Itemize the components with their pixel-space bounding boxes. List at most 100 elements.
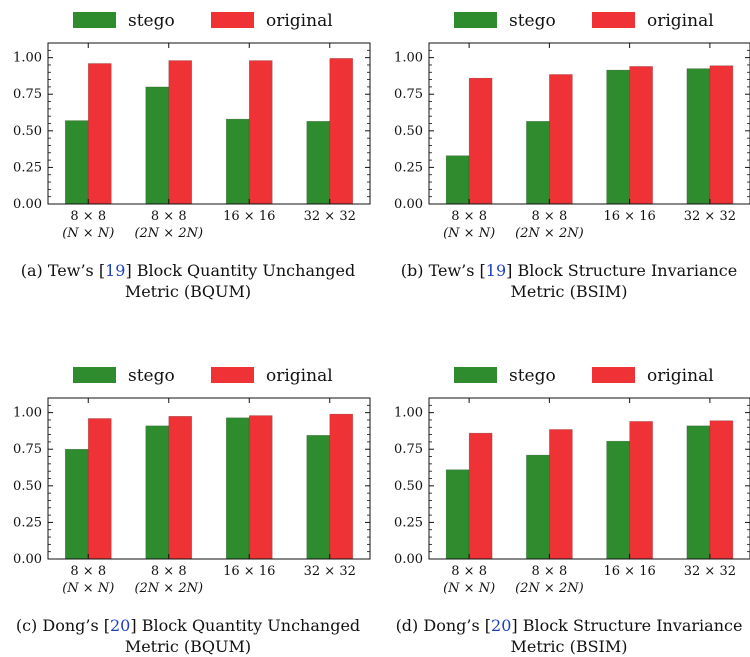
- x-tick-label: 16 × 16: [604, 209, 656, 224]
- y-tick-label: 1.00: [394, 51, 423, 66]
- bar-original-1: [549, 74, 573, 205]
- x-tick-label: 8 × 8: [532, 209, 568, 224]
- y-tick-label: 0.00: [13, 197, 42, 212]
- bar-stego-1: [526, 454, 550, 560]
- legend-label-stego: stego: [128, 11, 175, 31]
- legend-swatch-original: [211, 367, 254, 383]
- x-tick-label: 8 × 8: [451, 209, 487, 224]
- y-tick-label: 0.25: [13, 160, 42, 175]
- x-tick-label: 32 × 32: [304, 209, 356, 224]
- x-tick-label: 8 × 8: [70, 564, 106, 579]
- legend-label-original: original: [266, 366, 333, 386]
- bar-stego-3: [306, 121, 331, 205]
- x-tick-label: 16 × 16: [223, 209, 275, 224]
- x-tick-label: 8 × 8: [532, 564, 568, 579]
- bar-stego-0: [445, 469, 470, 560]
- bar-original-2: [629, 421, 653, 560]
- y-tick-label: 0.50: [394, 479, 423, 494]
- bar-stego-1: [145, 86, 170, 205]
- bar-original-3: [709, 65, 734, 205]
- chart-panel-b: stego original 0.00 0.25 0.50 0.75 1.00 8 × 8 (N…: [394, 11, 750, 301]
- y-tick-label: 0.75: [394, 442, 423, 457]
- bar-stego-3: [686, 68, 711, 205]
- caption-prefix: (b) Tew’s [: [401, 261, 486, 280]
- x-tick-label-sub: (N × N): [62, 226, 114, 241]
- y-tick-label: 0.00: [394, 197, 423, 212]
- caption-prefix: (d) Dong’s [: [396, 616, 491, 635]
- legend-label-stego: stego: [509, 11, 556, 31]
- y-tick-label: 0.75: [13, 87, 42, 102]
- x-tick-label-sub: (2N × 2N): [515, 581, 584, 596]
- caption-line2: Metric (BQUM): [125, 282, 251, 301]
- bar-original-2: [248, 60, 273, 205]
- x-tick-label-sub: (2N × 2N): [134, 226, 203, 241]
- caption-line2: Metric (BSIM): [511, 282, 628, 301]
- x-tick-label-sub: (N × N): [443, 581, 495, 596]
- bar-stego-2: [606, 69, 630, 205]
- citation-link[interactable]: 19: [486, 261, 506, 280]
- bar-original-3: [329, 413, 354, 560]
- legend-swatch-original: [211, 12, 254, 28]
- legend-label-stego: stego: [509, 366, 556, 386]
- y-tick-label: 0.50: [13, 124, 42, 139]
- y-tick-label: 0.25: [394, 515, 423, 530]
- chart-panel-d: stego original 0.00 0.25 0.50 0.75 1.00 8 × 8 (N…: [394, 366, 750, 656]
- x-tick-label-sub: (N × N): [62, 581, 114, 596]
- chart-panel-c: stego original 0.00 0.25 0.50 0.75 1.00 8 × 8 (N…: [13, 366, 371, 656]
- y-tick-label: 0.50: [13, 479, 42, 494]
- x-tick-label: 8 × 8: [451, 564, 487, 579]
- x-tick-label: 32 × 32: [304, 564, 356, 579]
- legend-swatch-original: [592, 12, 635, 28]
- x-tick-label: 8 × 8: [151, 564, 187, 579]
- bar-original-3: [329, 58, 354, 205]
- caption-prefix: (c) Dong’s [: [16, 616, 110, 635]
- y-tick-label: 0.25: [13, 515, 42, 530]
- y-tick-label: 1.00: [13, 406, 42, 421]
- legend-swatch-stego: [454, 367, 497, 383]
- bar-stego-1: [526, 121, 550, 205]
- caption-line1: (d) Dong’s [20] Block Structure Invarian…: [396, 616, 743, 635]
- bar-stego-0: [64, 448, 89, 560]
- x-tick-label: 32 × 32: [684, 564, 736, 579]
- bar-original-0: [468, 77, 493, 205]
- y-tick-label: 0.00: [394, 552, 423, 567]
- legend-swatch-stego: [73, 367, 116, 383]
- caption-suffix: ] Block Structure Invariance: [506, 261, 737, 280]
- caption-suffix: ] Block Quantity Unchanged: [130, 616, 360, 635]
- y-tick-label: 0.75: [394, 87, 423, 102]
- y-tick-label: 1.00: [13, 51, 42, 66]
- x-tick-label-sub: (N × N): [443, 226, 495, 241]
- citation-link[interactable]: 20: [491, 616, 511, 635]
- x-tick-label: 16 × 16: [604, 564, 656, 579]
- caption-prefix: (a) Tew’s [: [21, 261, 105, 280]
- bar-stego-0: [445, 155, 470, 205]
- x-tick-label: 8 × 8: [70, 209, 106, 224]
- citation-link[interactable]: 20: [110, 616, 130, 635]
- legend-swatch-stego: [454, 12, 497, 28]
- bar-original-3: [709, 420, 734, 560]
- citation-link[interactable]: 19: [105, 261, 125, 280]
- legend-label-original: original: [647, 11, 714, 31]
- caption-line1: (a) Tew’s [19] Block Quantity Unchanged: [21, 261, 355, 280]
- legend-label-original: original: [266, 11, 333, 31]
- bar-stego-0: [64, 120, 89, 205]
- caption-line2: Metric (BSIM): [511, 637, 628, 656]
- bar-stego-2: [606, 440, 630, 560]
- legend-swatch-original: [592, 367, 635, 383]
- legend-label-original: original: [647, 366, 714, 386]
- legend-label-stego: stego: [128, 366, 175, 386]
- caption-line2: Metric (BQUM): [125, 637, 251, 656]
- caption-suffix: ] Block Structure Invariance: [511, 616, 742, 635]
- bar-original-1: [168, 60, 193, 205]
- bar-original-0: [468, 432, 493, 560]
- y-tick-label: 0.50: [394, 124, 423, 139]
- bar-original-1: [168, 415, 193, 560]
- x-tick-label: 32 × 32: [684, 209, 736, 224]
- bar-stego-2: [225, 417, 250, 560]
- y-tick-label: 0.00: [13, 552, 42, 567]
- bar-stego-1: [145, 425, 170, 560]
- legend-swatch-stego: [73, 12, 116, 28]
- caption-suffix: ] Block Quantity Unchanged: [125, 261, 355, 280]
- caption-line1: (b) Tew’s [19] Block Structure Invarianc…: [401, 261, 737, 280]
